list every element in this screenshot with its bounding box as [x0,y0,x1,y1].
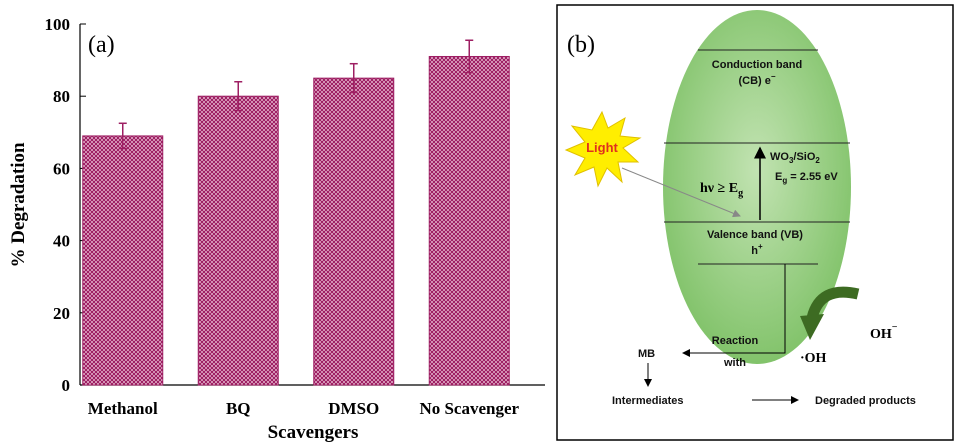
bar [314,78,394,385]
material: WO3/SiO2 [770,151,820,165]
t: /SiO [793,151,815,163]
x-tick-label: DMSO [328,399,379,418]
y-tick-label: 100 [45,15,71,34]
x-axis-label: Scavengers [268,422,359,443]
light-label: Light [586,140,618,155]
y-tick-label: 40 [53,232,70,251]
bar [429,56,509,385]
y-tick-label: 80 [53,87,70,106]
y-tick-label: 60 [53,159,70,178]
hydroxide: OH− [870,322,898,342]
t: OH [870,327,892,342]
mechanism-diagram: (b) Conduction band (CB) e− WO3/SiO2 Eg … [557,5,953,440]
figure: (a) % Degradation Scavengers 0 20 40 60 80 10… [0,0,956,445]
y-tick-label: 0 [62,376,71,395]
bar [83,136,163,385]
radical: ·OH [800,351,827,366]
t: E [775,171,782,183]
t: 2 [815,156,820,165]
y-axis-label: % Degradation [8,142,29,268]
t: − [892,322,898,333]
cb-label: (CB) e− [738,72,775,87]
mb: MB [638,348,655,360]
bar-chart: (a) % Degradation Scavengers 0 20 40 60 80 10… [8,15,545,443]
reaction-label: with [723,357,746,369]
cb-sup: − [771,72,776,81]
t: WO [770,151,789,163]
cb-label: Conduction band [712,59,802,71]
t: = 2.55 eV [787,171,838,183]
panel-label: (a) [88,32,115,58]
products: Degraded products [815,395,916,407]
bar [198,96,278,385]
t: g [738,188,743,199]
y-tick-label: 20 [53,304,70,323]
vb-label: Valence band (VB) [707,229,803,241]
x-tick-label: Methanol [88,399,158,418]
intermediates: Intermediates [612,395,684,407]
reaction-label: Reaction [712,335,759,347]
panel-label: (b) [567,32,595,58]
cb-text: (CB) e [738,75,770,87]
t: + [758,242,763,251]
x-tick-label: No Scavenger [419,399,519,418]
t: hν ≥ E [700,181,738,196]
x-tick-label: BQ [226,399,251,418]
